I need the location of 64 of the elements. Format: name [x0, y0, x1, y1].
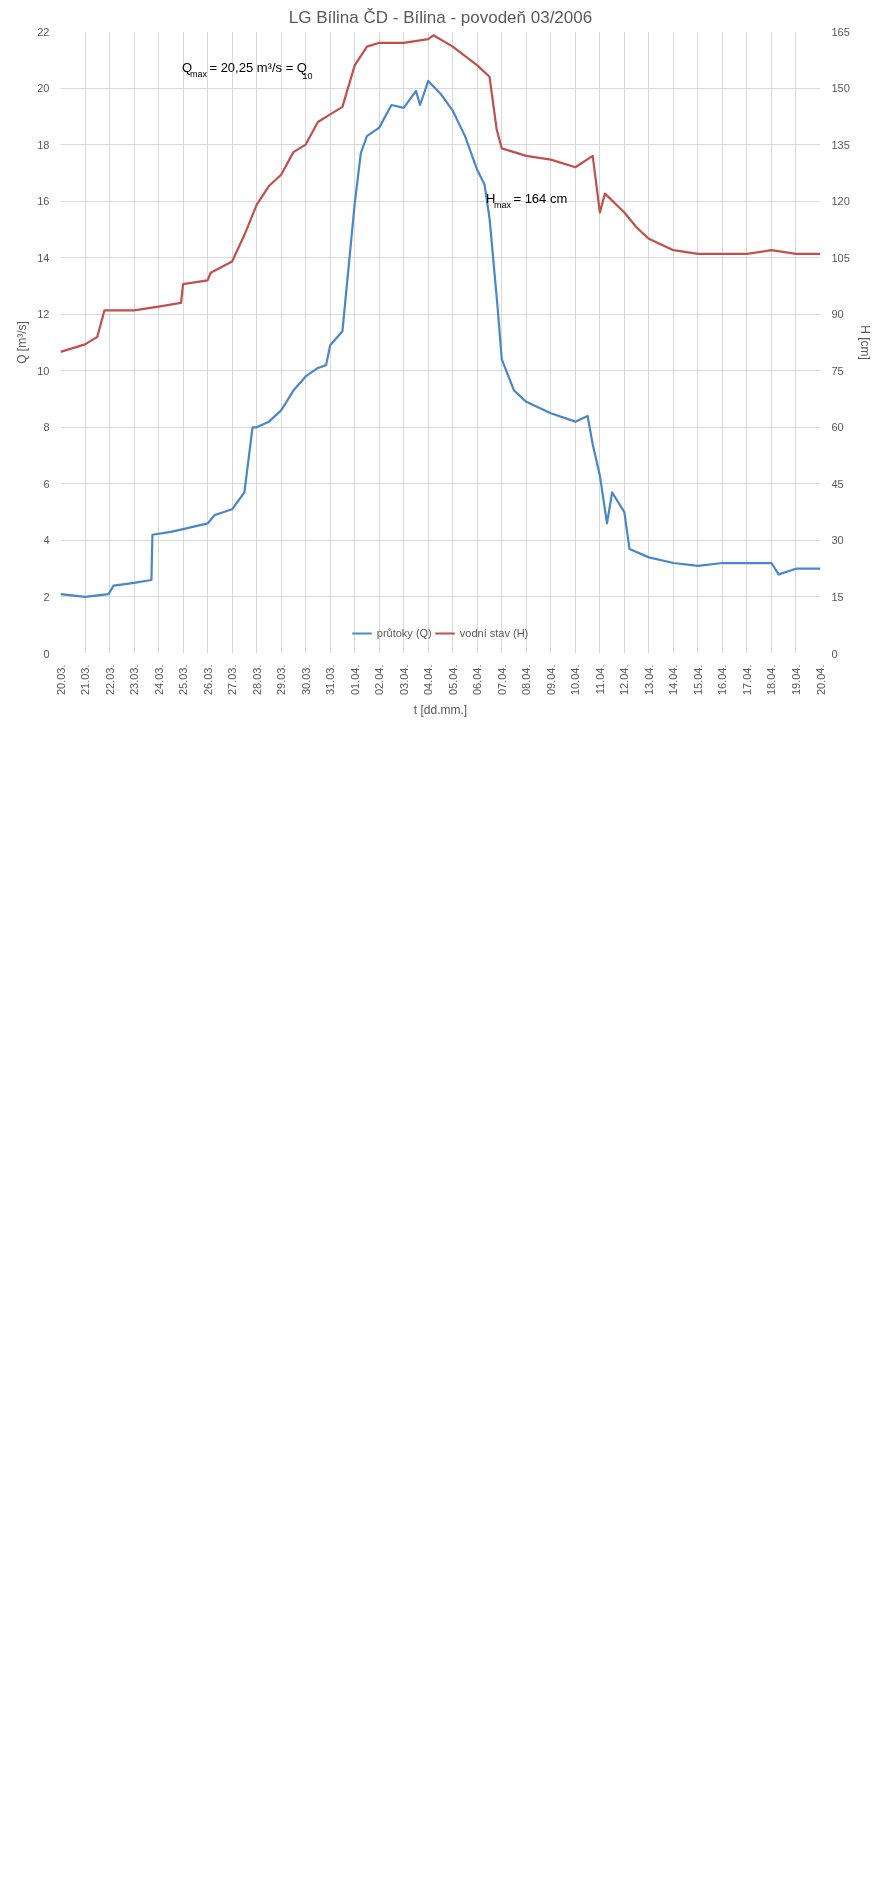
- x-tick-label: 19.04.: [789, 664, 802, 696]
- y-tick-label: 22: [37, 25, 50, 38]
- x-tick-label: 18.04.: [765, 664, 778, 696]
- x-tick-label: 14.04.: [667, 664, 680, 696]
- line-series: [60, 79, 821, 599]
- x-tick-label: 29.03.: [275, 664, 288, 696]
- x-tick-label: 13.04.: [642, 664, 655, 696]
- x-tick-label: 20.04.: [814, 664, 827, 696]
- x-tick-label: 24.03.: [152, 664, 165, 696]
- y2-tick-label: 75: [831, 364, 844, 377]
- x-tick-label: 09.04.: [544, 664, 557, 696]
- x-tick-label: 10.04.: [569, 664, 582, 696]
- y2-tick-label: 60: [831, 421, 844, 434]
- x-tick-label: 31.03.: [324, 664, 337, 696]
- y2-tick-label: 105: [831, 251, 850, 264]
- y2-axis-title: H [cm]: [857, 325, 872, 360]
- x-axis-title: t [dd.mm.]: [413, 703, 468, 718]
- y-axis-title: Q [m³/s]: [15, 321, 30, 364]
- x-tick-label: 03.04.: [397, 664, 410, 696]
- y-tick-label: 2: [43, 590, 50, 603]
- x-tick-label: 12.04.: [618, 664, 631, 696]
- x-tick-label: 07.04.: [495, 664, 508, 696]
- y-tick-label: 4: [43, 534, 50, 547]
- y-tick-label: 20: [37, 82, 50, 95]
- x-tick-label: 16.04.: [716, 664, 729, 696]
- x-tick-label: 17.04.: [740, 664, 753, 696]
- x-tick-label: 27.03.: [226, 664, 239, 696]
- x-tick-label: 06.04.: [471, 664, 484, 696]
- legend-label: průtoky (Q): [376, 627, 432, 639]
- x-tick-label: 28.03.: [250, 664, 263, 696]
- y2-tick-label: 30: [831, 534, 844, 547]
- x-tick-label: 30.03.: [299, 664, 312, 696]
- y2-tick-label: 165: [831, 25, 850, 38]
- x-tick-label: 21.03.: [79, 664, 92, 696]
- x-tick-label: 15.04.: [691, 664, 704, 696]
- y2-tick-label: 90: [831, 308, 844, 321]
- chart-title: LG Bílina ČD - Bílina - povodeň 03/2006: [288, 7, 593, 27]
- x-tick-label: 01.04.: [348, 664, 361, 696]
- x-tick-label: 05.04.: [446, 664, 459, 696]
- x-tick-label: 02.04.: [373, 664, 386, 696]
- y-tick-label: 6: [43, 477, 50, 490]
- y-tick-label: 14: [37, 251, 50, 264]
- x-tick-label: 20.03.: [54, 664, 67, 696]
- x-tick-label: 11.04.: [593, 664, 606, 695]
- y-tick-label: 10: [37, 364, 50, 377]
- x-tick-label: 22.03.: [103, 664, 116, 696]
- y2-tick-label: 120: [831, 195, 850, 208]
- y-tick-label: 8: [43, 421, 50, 434]
- x-tick-label: 08.04.: [520, 664, 533, 696]
- x-tick-label: 26.03.: [201, 664, 214, 696]
- y2-tick-label: 0: [831, 647, 838, 660]
- y-tick-label: 16: [37, 195, 50, 208]
- line-series: [60, 34, 821, 354]
- y2-tick-label: 150: [831, 82, 850, 95]
- y2-tick-label: 15: [831, 590, 844, 603]
- y-tick-label: 12: [37, 308, 50, 321]
- y-tick-label: 0: [43, 647, 50, 660]
- y2-tick-label: 135: [831, 138, 850, 151]
- x-tick-label: 25.03.: [177, 664, 190, 696]
- y2-tick-label: 45: [831, 477, 844, 490]
- x-tick-label: 23.03.: [128, 664, 141, 696]
- legend-label: vodní stav (H): [459, 627, 529, 639]
- x-tick-label: 04.04.: [422, 664, 435, 696]
- y-tick-label: 18: [37, 138, 50, 151]
